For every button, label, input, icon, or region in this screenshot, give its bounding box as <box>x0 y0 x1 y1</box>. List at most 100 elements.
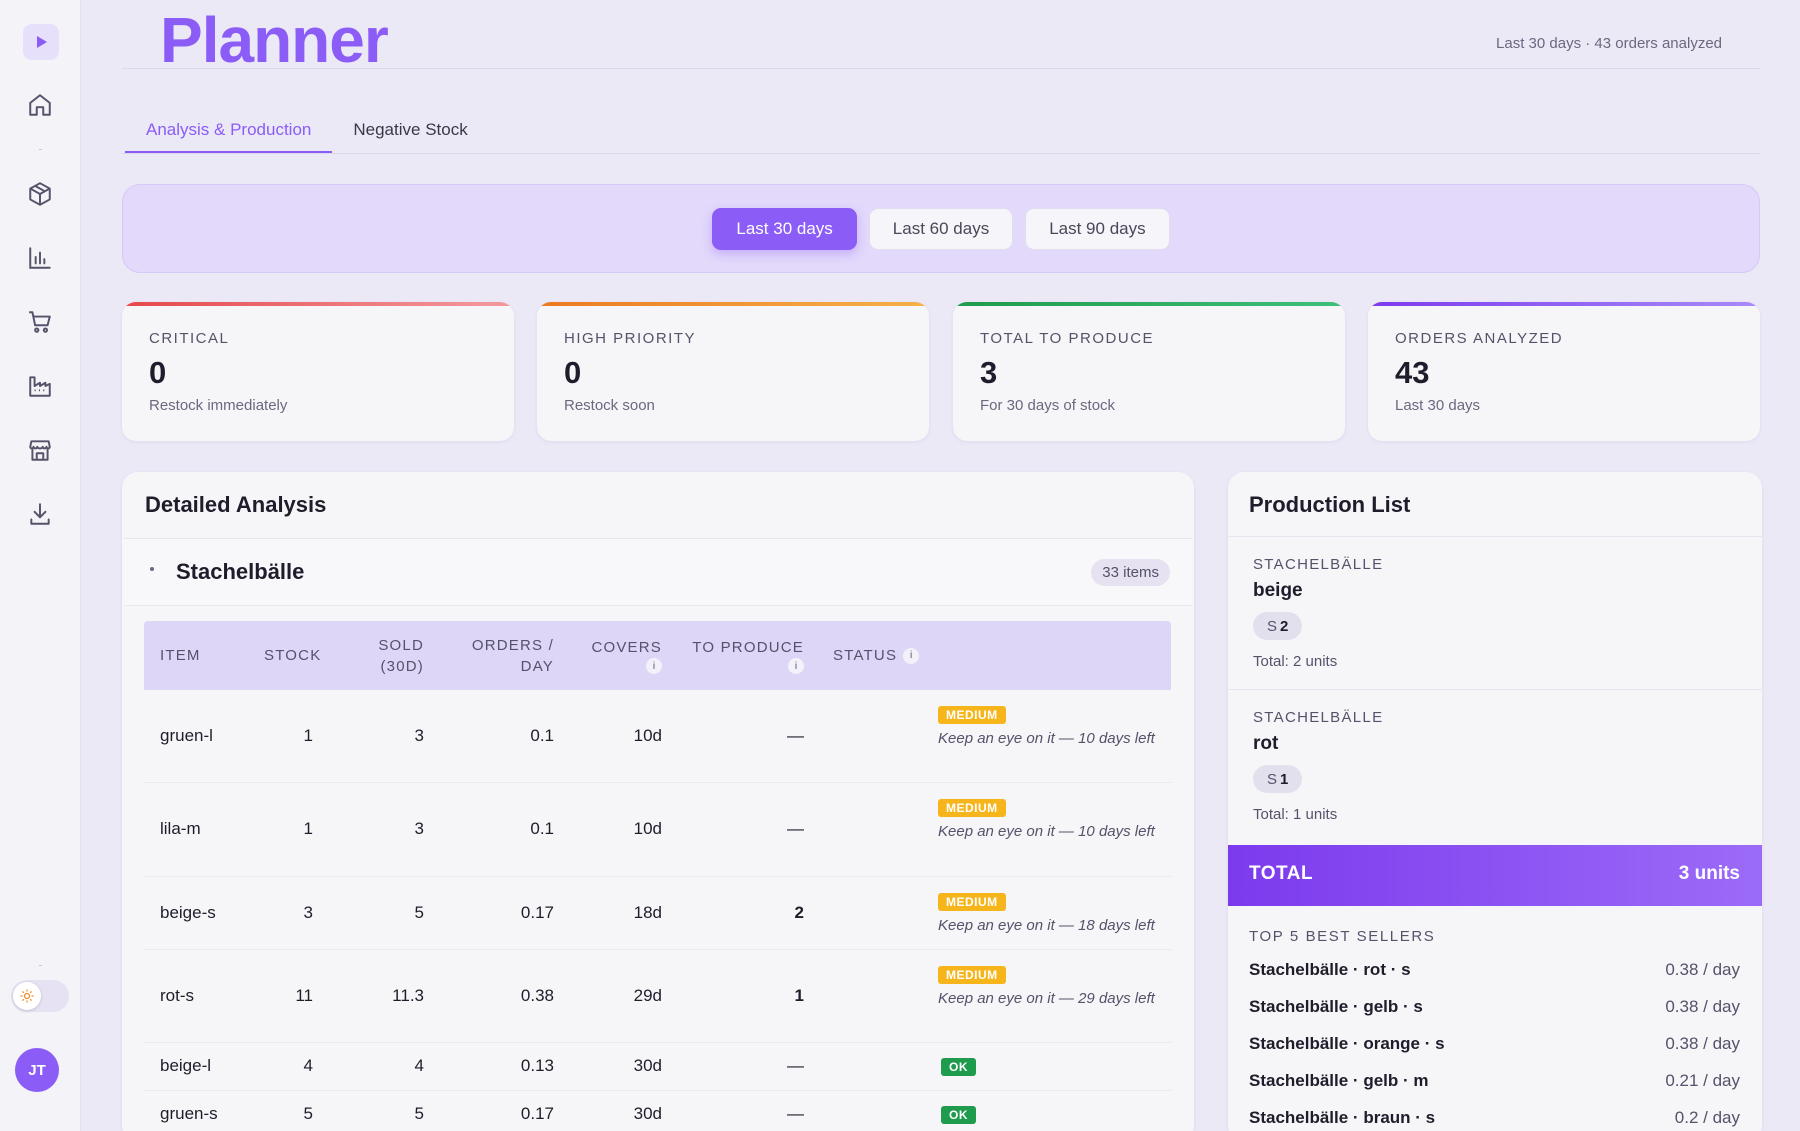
status-note: Keep an eye on it — 18 days left <box>938 917 1155 934</box>
status-note: Keep an eye on it — 10 days left <box>938 823 1155 840</box>
column-covers[interactable]: COVERS i <box>574 621 662 690</box>
column-stock[interactable]: STOCK <box>264 647 322 664</box>
nav-store[interactable] <box>22 432 58 468</box>
best-seller-row[interactable]: Stachelbälle · orange · s 0.38 / day <box>1249 1034 1740 1058</box>
theme-toggle[interactable] <box>11 980 69 1012</box>
table-row[interactable]: rot-s 11 11.3 0.38 29d 1 MEDIUM Keep an … <box>144 950 1171 1043</box>
cell-sold: 4 <box>414 1056 424 1075</box>
column-status[interactable]: STATUS i <box>833 621 920 690</box>
app-logo[interactable] <box>23 24 59 60</box>
kpi-accent-bar <box>537 302 929 306</box>
table-row[interactable]: beige-l 4 4 0.13 30d — OK <box>144 1043 1171 1091</box>
production-color: beige <box>1253 580 1303 601</box>
nav-production[interactable] <box>22 368 58 404</box>
user-avatar[interactable]: JT <box>15 1048 59 1092</box>
best-seller-row[interactable]: Stachelbälle · gelb · s 0.38 / day <box>1249 997 1740 1021</box>
table-row[interactable]: gruen-l 1 3 0.1 10d — MEDIUM Keep an eye… <box>144 690 1171 783</box>
tabs-divider <box>122 153 1760 154</box>
cell-stock: 11 <box>295 986 313 1005</box>
nav-home[interactable] <box>22 87 58 123</box>
info-icon[interactable]: i <box>788 658 804 674</box>
factory-icon <box>29 376 51 397</box>
period-60-button[interactable]: Last 60 days <box>868 207 1014 250</box>
kpi-accent-bar <box>122 302 514 306</box>
status-note: Keep an eye on it — 29 days left <box>938 990 1155 1007</box>
production-color: rot <box>1253 733 1279 754</box>
best-seller-name: Stachelbälle · braun · s <box>1249 1108 1436 1127</box>
cell-orders-per-day: 0.38 <box>520 986 554 1005</box>
kpi-card-critical: CRITICAL 0 Restock immediately <box>122 302 514 441</box>
kpi-value: 0 <box>149 355 167 390</box>
kpi-subtitle: Last 30 days <box>1395 397 1481 414</box>
status-badge: OK <box>941 1058 976 1076</box>
column-orders-per-day[interactable]: ORDERS / DAY <box>471 636 554 675</box>
period-90-button[interactable]: Last 90 days <box>1025 207 1170 250</box>
best-seller-row[interactable]: Stachelbälle · braun · s 0.2 / day <box>1249 1108 1740 1131</box>
best-seller-rate: 0.38 / day <box>1665 960 1740 979</box>
tab-bar: Analysis & Production Negative Stock <box>125 110 489 154</box>
best-seller-name: Stachelbälle · gelb · s <box>1249 997 1423 1016</box>
cell-covers: 18d <box>633 903 662 922</box>
cell-item: gruen-s <box>160 1104 218 1123</box>
nav-analytics[interactable] <box>22 240 58 276</box>
tab-negative-stock[interactable]: Negative Stock <box>353 120 468 139</box>
kpi-value: 3 <box>980 355 998 390</box>
table-header: ITEM STOCK SOLD (30D) ORDERS / DAY COVERS i… <box>144 621 1171 690</box>
kpi-subtitle: Restock immediately <box>149 397 288 414</box>
kpi-card-orders-analyzed: ORDERS ANALYZED 43 Last 30 days <box>1368 302 1760 441</box>
kpi-subtitle: Restock soon <box>564 397 655 414</box>
cell-stock: 4 <box>303 1056 313 1075</box>
info-icon[interactable]: i <box>903 647 920 664</box>
best-sellers-title: TOP 5 BEST SELLERS <box>1249 928 1436 945</box>
kpi-label: TOTAL TO PRODUCE <box>980 330 1155 347</box>
cell-sold: 3 <box>414 819 424 838</box>
kpi-value: 43 <box>1395 355 1430 390</box>
group-header-stachelballe[interactable]: Stachelbälle 33 items <box>124 538 1192 606</box>
total-label: TOTAL <box>1249 863 1314 884</box>
table-row[interactable]: lila-m 1 3 0.1 10d — MEDIUM Keep an eye … <box>144 783 1171 877</box>
cell-orders-per-day: 0.17 <box>520 903 554 922</box>
cell-to-produce: — <box>787 1104 804 1123</box>
table-row[interactable]: beige-s 3 5 0.17 18d 2 MEDIUM Keep an ey… <box>144 877 1171 950</box>
nav-export[interactable] <box>22 496 58 532</box>
cell-orders-per-day: 0.1 <box>530 819 554 838</box>
status-badge: MEDIUM <box>938 799 1006 817</box>
best-seller-row[interactable]: Stachelbälle · rot · s 0.38 / day <box>1249 960 1740 984</box>
cell-covers: 10d <box>633 819 662 838</box>
analysis-table: ITEM STOCK SOLD (30D) ORDERS / DAY COVERS i… <box>144 621 1171 1124</box>
cell-sold: 5 <box>414 1104 424 1123</box>
column-item[interactable]: ITEM <box>160 647 201 664</box>
period-selector: Last 30 days Last 60 days Last 90 days <box>122 184 1760 273</box>
table-row[interactable]: gruen-s 5 5 0.17 30d — OK <box>144 1091 1171 1131</box>
best-seller-rate: 0.38 / day <box>1665 997 1740 1016</box>
tab-analysis-production[interactable]: Analysis & Production <box>125 110 333 154</box>
kpi-accent-bar <box>953 302 1345 306</box>
bar-chart-icon <box>29 247 51 269</box>
status-badge: MEDIUM <box>938 706 1006 724</box>
collapse-icon[interactable] <box>150 567 154 571</box>
column-sold[interactable]: SOLD (30D) <box>378 636 424 675</box>
cell-item: beige-l <box>160 1056 212 1075</box>
cell-sold: 5 <box>414 903 424 922</box>
status-badge: MEDIUM <box>938 893 1006 911</box>
best-seller-name: Stachelbälle · orange · s <box>1249 1034 1445 1053</box>
column-to-produce[interactable]: TO PRODUCE i <box>684 621 804 690</box>
nav-products[interactable] <box>22 176 58 212</box>
sun-icon <box>20 989 34 1003</box>
info-icon[interactable]: i <box>646 658 662 674</box>
detailed-analysis-panel: Detailed Analysis Stachelbälle 33 items … <box>122 472 1194 1131</box>
production-total-bar: TOTAL 3 units <box>1228 845 1762 906</box>
kpi-value: 0 <box>564 355 582 390</box>
period-30-button[interactable]: Last 30 days <box>712 207 857 250</box>
divider <box>1228 689 1762 690</box>
cell-item: lila-m <box>160 819 201 838</box>
best-seller-row[interactable]: Stachelbälle · gelb · m 0.21 / day <box>1249 1071 1740 1095</box>
cell-stock: 1 <box>303 819 313 838</box>
theme-toggle-knob <box>13 982 41 1010</box>
kpi-subtitle: For 30 days of stock <box>980 397 1116 414</box>
cell-item: gruen-l <box>160 726 213 745</box>
cell-stock: 3 <box>303 903 313 922</box>
panel-title: Production List <box>1249 492 1411 517</box>
nav-orders[interactable] <box>22 304 58 340</box>
